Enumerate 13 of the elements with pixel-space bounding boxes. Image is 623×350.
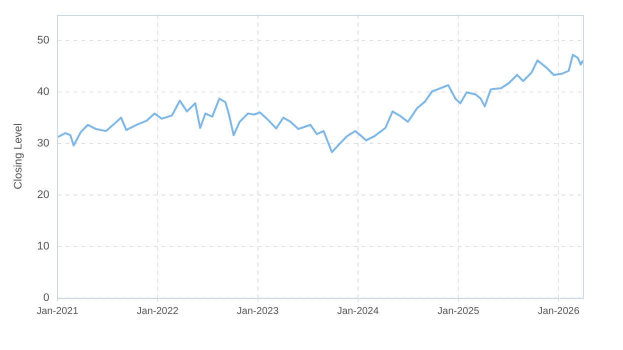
- y-axis-title: Closing Level: [12, 123, 25, 190]
- y-tick-label: 0: [43, 292, 50, 304]
- y-tick-label: 40: [37, 86, 50, 98]
- x-tick-label: Jan-2026: [538, 306, 580, 317]
- y-tick-label: 20: [37, 188, 50, 201]
- y-tick-label: 10: [37, 240, 50, 253]
- x-tick-label: Jan-2025: [438, 306, 480, 317]
- x-tick-label: Jan-2024: [337, 306, 380, 317]
- x-tick-label: Jan-2021: [36, 306, 79, 317]
- y-tick-label: 50: [37, 34, 50, 46]
- x-tick-label: Jan-2022: [136, 306, 179, 317]
- x-tick-label: Jan-2023: [236, 306, 280, 317]
- y-tick-label: 30: [37, 137, 50, 150]
